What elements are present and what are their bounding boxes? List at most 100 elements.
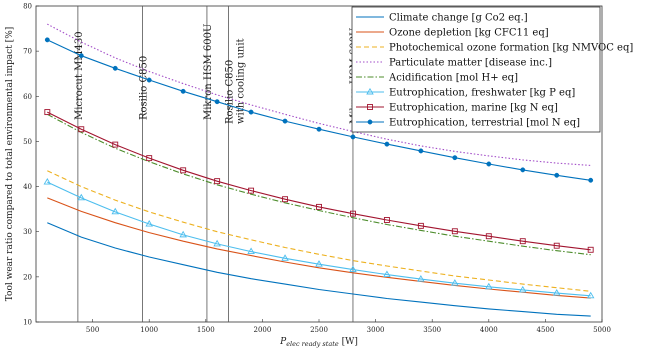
machine-line-label: Rosilio C850 <box>138 56 149 120</box>
data-point-circle <box>554 172 560 178</box>
data-point-circle <box>520 167 526 173</box>
x-tick-label: 2500 <box>310 326 328 334</box>
data-point-square <box>112 141 119 148</box>
series-group <box>44 109 594 253</box>
x-tick-label: 3500 <box>423 326 441 334</box>
x-axis-title-main: P <box>279 337 287 347</box>
data-point-circle <box>248 109 254 115</box>
data-point-circle <box>214 99 220 105</box>
data-point-triangle <box>281 254 289 261</box>
series-line <box>47 197 591 299</box>
legend-label: Climate change [g Co2 eq.] <box>389 13 528 24</box>
series-group <box>47 197 591 299</box>
data-point-square <box>485 233 492 240</box>
data-point-triangle <box>349 265 357 273</box>
data-point-circle <box>350 134 356 140</box>
data-point-triangle <box>451 279 459 286</box>
y-axis-ticks: 10 20 30 40 50 60 70 80 <box>23 3 39 327</box>
machine-line-label-line2: with cooling unit <box>235 38 246 124</box>
data-point-circle <box>486 161 492 167</box>
series-line <box>47 170 591 292</box>
data-point-triangle <box>247 247 255 255</box>
machine-line-label-line1: Rosilio C850 <box>138 56 149 120</box>
machine-line-label: Microcut MM430 <box>74 31 85 120</box>
series-layer <box>43 23 595 317</box>
data-point-square <box>180 167 187 174</box>
data-point-triangle <box>383 270 391 278</box>
data-point-circle <box>78 53 84 59</box>
data-point-square <box>214 178 221 185</box>
data-point-square <box>383 217 390 223</box>
data-point-triangle <box>43 177 52 185</box>
series-group <box>47 222 591 317</box>
machine-line-label-line1: Rosilio C850 <box>224 60 235 124</box>
legend-label: Photochemical ozone formation [kg NMVOC … <box>389 43 633 54</box>
legend-label: Particulate matter [disease inc.] <box>389 58 552 69</box>
y-tick-label: 40 <box>23 183 32 191</box>
legend-label: Eutrophication, terrestrial [mol N eq] <box>389 118 580 129</box>
legend-label: Eutrophication, freshwater [kg P eq] <box>389 88 575 99</box>
legend: Climate change [g Co2 eq.] Ozone depletio… <box>351 6 633 133</box>
data-point-circle <box>112 65 118 71</box>
x-tick-label: 2000 <box>253 326 271 334</box>
x-axis-title-sub: elec ready state <box>286 340 339 348</box>
data-point-square <box>316 203 322 210</box>
machine-line-label-line1: Microcut MM430 <box>74 31 85 120</box>
legend-label: Acidification [mol H+ eq] <box>388 73 518 84</box>
data-point-circle <box>316 126 322 132</box>
data-point-circle <box>367 119 373 125</box>
data-point-square <box>519 238 526 245</box>
series-group <box>47 113 591 256</box>
y-tick-label: 80 <box>23 3 32 11</box>
data-point-triangle <box>518 285 527 293</box>
y-tick-label: 20 <box>23 273 32 281</box>
x-tick-label: 500 <box>86 326 99 334</box>
data-point-circle <box>452 155 458 161</box>
series-group <box>47 170 591 292</box>
x-axis-ticks: 500 1000 1500 2000 2500 3000 3500 4000 4500 5000 <box>86 319 611 334</box>
data-point-square <box>587 246 594 253</box>
series-group <box>44 37 594 183</box>
x-tick-label: 4000 <box>480 326 498 334</box>
y-tick-label: 30 <box>23 228 32 236</box>
y-tick-label: 50 <box>23 138 32 146</box>
data-point-square <box>146 155 153 162</box>
x-tick-label: 1500 <box>197 326 215 334</box>
data-point-circle <box>384 141 390 147</box>
x-tick-label: 4500 <box>536 326 554 334</box>
machine-lines: Microcut MM430 Rosilio C850 Mikron HSM 600… <box>74 6 371 322</box>
series-line <box>47 113 591 256</box>
y-tick-label: 60 <box>23 93 32 101</box>
data-point-triangle <box>586 291 595 299</box>
data-point-square <box>248 187 255 194</box>
data-point-circle <box>44 37 50 43</box>
data-point-triangle <box>552 289 561 296</box>
data-point-square <box>350 210 356 217</box>
y-tick-label: 70 <box>23 48 32 56</box>
series-line <box>47 111 591 251</box>
data-point-circle <box>588 177 594 183</box>
y-axis-title: Tool wear ratio compared to total enviro… <box>5 27 15 302</box>
machine-line-label-line1: Mikron HSM 600U <box>203 24 214 120</box>
data-point-circle <box>418 148 424 154</box>
legend-label: Eutrophication, marine [kg N eq] <box>389 103 558 114</box>
legend-label: Ozone depletion [kg CFC11 eq] <box>389 28 549 39</box>
data-point-square <box>417 222 424 229</box>
machine-line-label: Rosilio C850with cooling unit <box>224 38 246 124</box>
series-line <box>47 181 591 297</box>
x-axis-title: Pelec ready state [W] <box>279 337 358 348</box>
data-point-square <box>367 104 373 110</box>
data-point-circle <box>180 88 186 94</box>
series-line <box>47 222 591 317</box>
data-point-square <box>282 196 288 203</box>
data-point-triangle <box>485 282 493 290</box>
legend-box <box>351 6 601 133</box>
data-point-square <box>78 126 85 133</box>
data-point-circle <box>282 118 288 124</box>
y-tick-label: 10 <box>23 319 32 327</box>
data-point-triangle <box>315 260 323 267</box>
data-point-triangle <box>179 230 187 238</box>
data-point-triangle <box>366 87 374 95</box>
x-tick-label: 5000 <box>593 326 611 334</box>
